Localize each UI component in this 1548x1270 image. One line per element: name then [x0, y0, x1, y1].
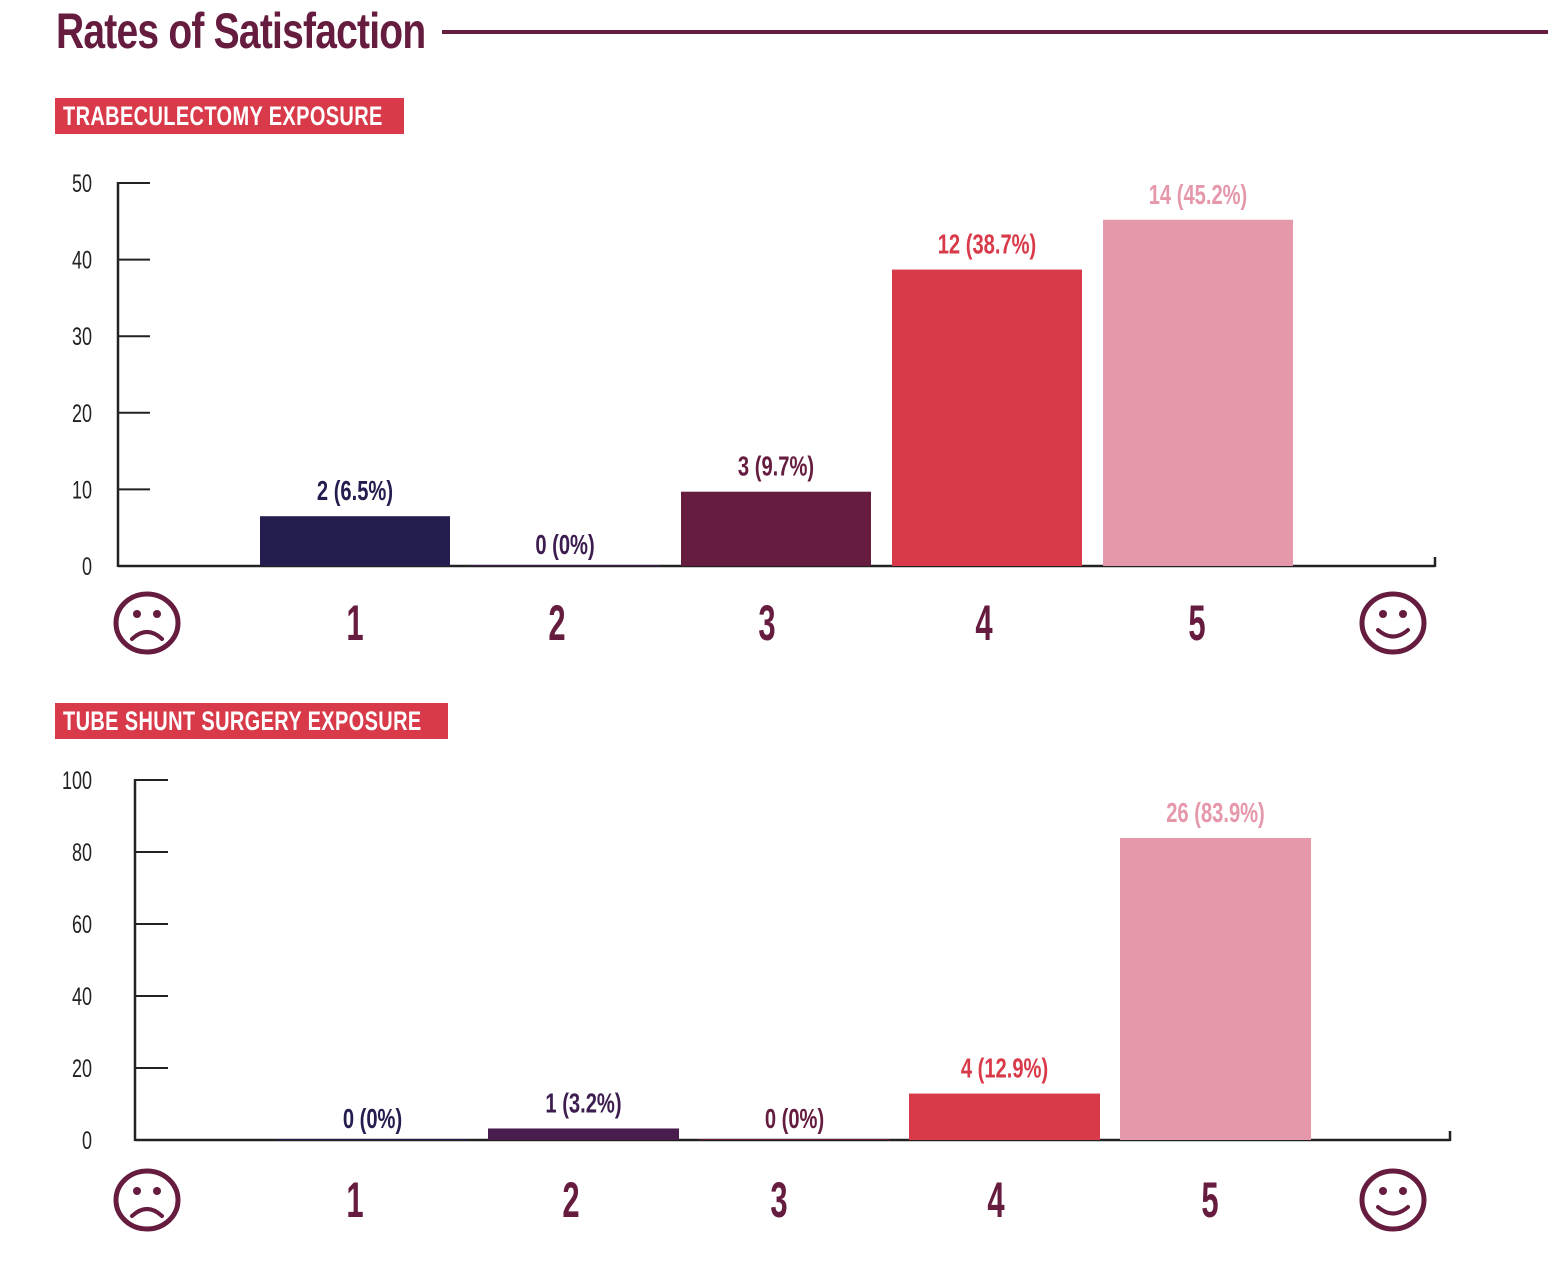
face-eye — [1399, 610, 1407, 618]
bar — [892, 269, 1082, 566]
y-tick-label: 50 — [72, 169, 92, 198]
face-outline — [113, 1168, 181, 1232]
page-title: Rates of Satisfaction — [56, 3, 426, 59]
face-outline — [1359, 591, 1427, 655]
sad-face-icon — [113, 1168, 181, 1232]
title-rule — [442, 30, 1548, 34]
y-tick-label: 80 — [72, 838, 92, 867]
happy-face-icon — [1359, 1168, 1427, 1232]
bar-data-label: 3 (9.7%) — [738, 452, 814, 483]
sad-face-icon — [113, 591, 181, 655]
y-tick-label: 10 — [72, 475, 92, 504]
face-eye — [133, 1187, 141, 1195]
face-mouth — [130, 630, 164, 641]
bar — [488, 1128, 679, 1140]
bar-data-label: 0 (0%) — [343, 1104, 402, 1135]
bar — [909, 1093, 1100, 1140]
face-eye — [153, 1187, 161, 1195]
chart-1-title: TRABECULECTOMY EXPOSURE — [63, 101, 383, 131]
face-mouth — [130, 1207, 164, 1218]
chart-2-title: TUBE SHUNT SURGERY EXPOSURE — [63, 706, 422, 736]
x-category-label: 2 — [548, 594, 565, 650]
face-eye — [1379, 610, 1387, 618]
face-eye — [1399, 1187, 1407, 1195]
x-category-label: 2 — [562, 1171, 579, 1227]
bar-data-label: 0 (0%) — [535, 530, 594, 561]
x-category-label: 5 — [1201, 1171, 1218, 1227]
y-tick-label: 0 — [82, 1126, 92, 1155]
bar — [260, 516, 450, 566]
bar-data-label: 12 (38.7%) — [938, 229, 1037, 260]
y-tick-label: 40 — [72, 982, 92, 1011]
x-category-label: 3 — [758, 594, 775, 650]
bar-data-label: 1 (3.2%) — [545, 1088, 621, 1119]
happy-face-icon — [1359, 591, 1427, 655]
y-tick-label: 60 — [72, 910, 92, 939]
face-eye — [1379, 1187, 1387, 1195]
bar-data-label: 4 (12.9%) — [961, 1053, 1048, 1084]
face-eye — [153, 610, 161, 618]
y-tick-label: 30 — [72, 322, 92, 351]
chart-tube-shunt: 0 20 40 60 80 100 0 (0%) 1 (3.2%) 0 (0%) 4 (12.9%… — [62, 766, 1452, 1232]
bar-data-label: 2 (6.5%) — [317, 476, 393, 507]
face-mouth — [1376, 628, 1410, 639]
x-category-label: 3 — [770, 1171, 787, 1227]
bar-data-label: 26 (83.9%) — [1166, 798, 1265, 829]
y-tick-label: 20 — [72, 1054, 92, 1083]
bar — [277, 1139, 468, 1140]
y-tick-label: 20 — [72, 399, 92, 428]
x-category-label: 4 — [975, 594, 992, 650]
chart-1-badge: TRABECULECTOMY EXPOSURE — [55, 98, 404, 134]
x-category-label: 4 — [987, 1171, 1004, 1227]
face-mouth — [1376, 1205, 1410, 1216]
bar — [470, 565, 660, 566]
face-eye — [133, 610, 141, 618]
y-tick-label: 100 — [62, 766, 92, 795]
x-category-label: 1 — [346, 1171, 363, 1227]
bar — [699, 1139, 890, 1140]
bar — [1103, 219, 1293, 566]
x-category-label: 5 — [1188, 594, 1205, 650]
chart-trabeculectomy: 0 10 20 30 40 50 2 (6.5%) 0 (0%) 3 (9.7%) 12 (38.… — [72, 169, 1437, 655]
bar — [1120, 837, 1311, 1140]
face-outline — [1359, 1168, 1427, 1232]
y-tick-label: 40 — [72, 246, 92, 275]
chart-2-badge: TUBE SHUNT SURGERY EXPOSURE — [55, 703, 448, 739]
bar-data-label: 0 (0%) — [765, 1104, 824, 1135]
face-outline — [113, 591, 181, 655]
y-tick-label: 0 — [82, 552, 92, 581]
bar-data-label: 14 (45.2%) — [1149, 180, 1248, 211]
x-category-label: 1 — [346, 594, 363, 650]
bar — [681, 491, 871, 566]
